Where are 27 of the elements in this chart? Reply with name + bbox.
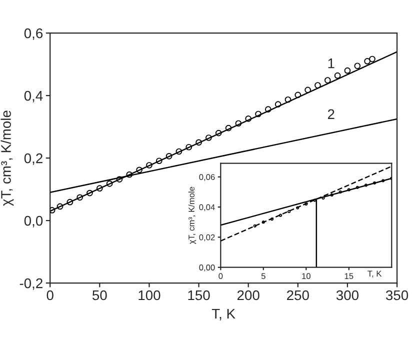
x-tick-label: 250 (287, 290, 309, 300)
x-tick-label: 350 (386, 290, 408, 300)
x-tick-label: 0 (218, 273, 223, 280)
x-axis-title: T, K (212, 308, 236, 320)
y-tick-label: 0,4 (24, 90, 43, 102)
x-tick-label: 50 (92, 290, 107, 300)
y-tick-label: 0,06 (199, 174, 215, 181)
x-tick-label: 300 (336, 290, 359, 300)
y-tick-label: 0,0 (24, 216, 43, 228)
x-tick-label: 15 (344, 273, 354, 280)
y-tick-label: 0,02 (199, 234, 215, 242)
y-tick-label: 0,04 (199, 204, 215, 212)
x-axis-title: T, K (368, 270, 382, 278)
y-tick-label: 0,6 (24, 28, 43, 40)
y-axis-title: χT, cm³, K/mole (188, 186, 196, 244)
x-tick-label: 10 (302, 273, 310, 280)
series-label: 1 (328, 58, 334, 68)
y-tick-label: 0,2 (24, 153, 42, 165)
x-tick-label: 200 (237, 290, 260, 300)
y-axis-title: χT, cm³, K/mole (0, 110, 14, 206)
series-label: 2 (328, 109, 334, 119)
x-tick-label: 0 (46, 290, 54, 300)
y-tick-label: -0,2 (20, 278, 42, 290)
y-tick-label: 0,00 (199, 264, 215, 272)
x-tick-label: 100 (138, 290, 160, 300)
x-tick-label: 150 (188, 290, 210, 300)
x-tick-label: 5 (261, 273, 266, 280)
